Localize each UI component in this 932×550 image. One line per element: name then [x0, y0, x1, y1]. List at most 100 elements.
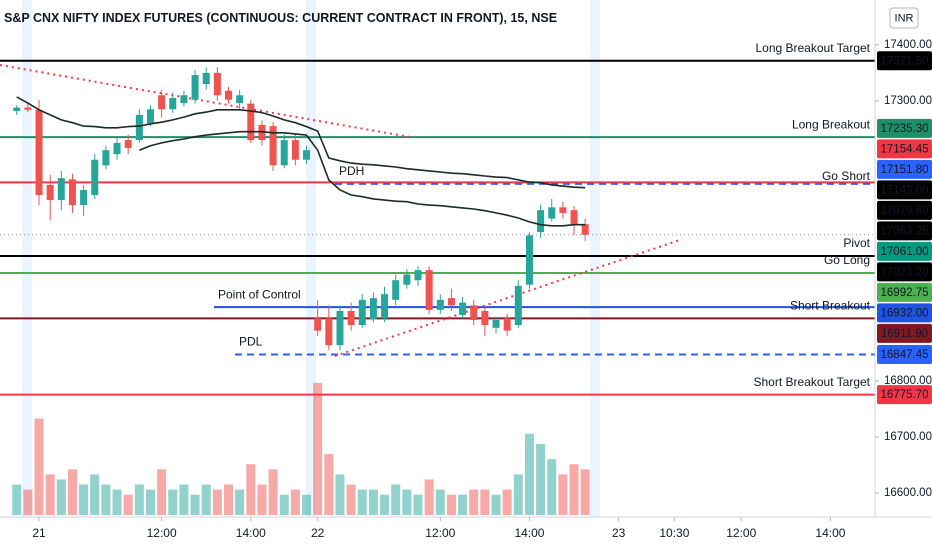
x-tick-label: 10:30: [659, 526, 689, 540]
price-badge-label: 16992.75: [881, 287, 929, 299]
moving-average: [16, 96, 586, 189]
level-label: Short Breakout: [790, 299, 871, 313]
volume-bar: [558, 474, 568, 515]
candle-body: [470, 305, 478, 320]
candle-body: [358, 299, 366, 326]
candle-body: [369, 298, 377, 320]
candle-body: [481, 311, 489, 326]
trendline: [334, 239, 681, 357]
y-tick-label: 17400.00: [884, 39, 932, 51]
volume-bar: [168, 489, 178, 515]
candle-body: [146, 109, 154, 124]
candle-body: [225, 90, 233, 100]
price-badge-label: 17371.50: [881, 55, 929, 67]
volume-bar: [123, 494, 133, 515]
currency-box[interactable]: [889, 7, 919, 29]
candle-body: [436, 299, 444, 310]
x-tick-label: 22: [311, 526, 325, 540]
volume-bar: [34, 418, 44, 515]
volume-bar: [413, 494, 423, 515]
candle-body: [447, 298, 455, 306]
volume-bar: [536, 443, 546, 515]
y-tick-label: 17300.00: [884, 95, 932, 107]
candle-body: [57, 178, 65, 201]
x-tick-label: 12:00: [147, 526, 177, 540]
candle-body: [124, 140, 132, 148]
currency[interactable]: INR: [895, 12, 914, 24]
volume-bar: [179, 484, 189, 515]
volume-bar: [235, 489, 245, 515]
volume-bar: [268, 469, 278, 515]
candle-body: [68, 179, 76, 206]
price-badge-label: 17023.20: [881, 266, 929, 278]
candle-body: [581, 224, 589, 235]
price-badge: [877, 262, 932, 282]
volume-bar: [324, 454, 334, 515]
candle-body: [303, 150, 311, 160]
candle-body: [503, 318, 511, 331]
volume-bar: [491, 494, 501, 515]
volume-bar: [212, 489, 222, 515]
candle-body: [13, 107, 21, 111]
volume-bar: [380, 494, 390, 515]
level-label: Go Long: [824, 253, 870, 267]
candle-body: [403, 274, 411, 285]
candle-body: [35, 109, 43, 196]
candle-body: [414, 270, 422, 281]
candle-body: [213, 72, 221, 96]
x-tick-label: 21: [32, 526, 46, 540]
moving-average: [139, 130, 586, 227]
candle-body: [325, 318, 333, 346]
price-badge: [877, 303, 932, 323]
volume-layer: [12, 383, 590, 515]
candle-body: [269, 126, 277, 166]
candle-body: [258, 124, 266, 141]
price-badge-label: 16911.90: [881, 328, 928, 340]
volume-bar: [391, 484, 401, 515]
volume-bar: [23, 489, 33, 515]
price-badge-label: 17151.80: [881, 164, 929, 176]
candle-body: [135, 114, 143, 141]
y-tick-label: 16700.00: [884, 431, 932, 443]
volume-bar: [469, 489, 479, 515]
volume-bar: [67, 469, 77, 515]
volume-bar: [257, 484, 267, 515]
level-label: PDH: [339, 164, 364, 178]
candle-body: [347, 311, 355, 326]
volume-bar: [157, 469, 167, 515]
volume-bar: [524, 433, 534, 515]
price-badge-label: 17063.25: [881, 225, 929, 237]
price-badge: [877, 118, 932, 138]
y-tick-label: 16800.00: [884, 375, 932, 387]
price-badge: [877, 159, 932, 179]
volume-bar: [547, 459, 557, 515]
candle-body: [180, 95, 188, 104]
price-badge: [877, 344, 932, 364]
volume-bar: [335, 474, 345, 515]
x-tick-label: 14:00: [514, 526, 544, 540]
volume-bar: [101, 484, 111, 515]
y-tick-label: 16600.00: [884, 487, 932, 499]
volume-bar: [145, 489, 155, 515]
candle-body: [381, 294, 389, 319]
level-label: Go Short: [822, 169, 871, 183]
volume-bar: [134, 484, 144, 515]
candle-body: [113, 142, 121, 155]
candle-body: [314, 318, 322, 331]
price-badge: [877, 323, 932, 343]
price-badge-label: 16775.70: [881, 389, 929, 401]
candle-body: [46, 184, 54, 201]
price-badge: [877, 180, 932, 200]
volume-bar: [357, 489, 367, 515]
volume-bar: [458, 494, 468, 515]
price-badge-label: 16847.45: [881, 349, 929, 361]
price-badge: [877, 51, 932, 71]
candle-body: [514, 285, 522, 326]
volume-bar: [302, 494, 312, 515]
price-badge: [877, 200, 932, 220]
volume-bar: [346, 484, 356, 515]
price-badge-label: 17079.60: [881, 205, 929, 217]
candle-body: [537, 210, 545, 233]
candle-body: [492, 319, 500, 328]
